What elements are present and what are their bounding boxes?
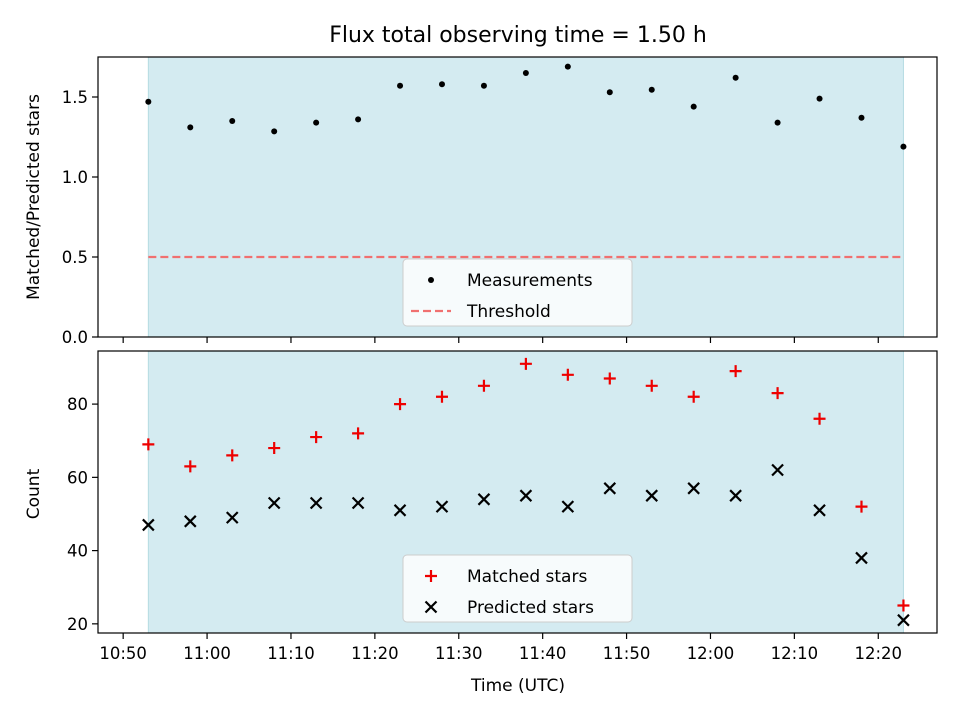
top-legend-measurements-label: Measurements	[467, 271, 593, 291]
bottom-y-tick-label: 80	[67, 395, 88, 414]
top-legend-threshold-label: Threshold	[466, 302, 551, 322]
bottom-predicted-stars-point	[519, 489, 533, 502]
x-tick-label: 11:10	[267, 644, 315, 663]
bottom-predicted-stars-point	[687, 482, 700, 495]
top-measurements-point	[145, 98, 152, 105]
top-measurements-point	[774, 119, 781, 126]
bottom-predicted-stars-point	[184, 515, 197, 528]
x-tick-label: 10:50	[99, 644, 147, 663]
bottom-matched-stars-point	[687, 390, 700, 403]
x-tick-label: 11:40	[519, 644, 567, 663]
bottom-predicted-stars-point	[855, 551, 868, 565]
bottom-legend-matched-stars-label: Matched stars	[467, 567, 587, 587]
top-y-tick-label: 1.5	[62, 88, 88, 107]
top-measurements-point	[397, 82, 404, 89]
bottom-matched-stars-point	[394, 398, 407, 411]
bottom-y-tick-label: 20	[67, 615, 88, 634]
bottom-matched-stars-point	[310, 431, 323, 444]
top-measurements-point	[271, 128, 278, 135]
x-tick-label: 12:00	[687, 644, 735, 663]
bottom-predicted-stars-point	[309, 496, 323, 510]
bottom-matched-stars-point	[519, 357, 532, 370]
top-measurements-point	[606, 89, 613, 96]
bottom-predicted-stars-point	[729, 489, 742, 502]
bottom-predicted-stars-point	[561, 500, 575, 513]
bottom-legend-matched-stars-marker	[425, 570, 437, 582]
top-measurements-point	[355, 116, 362, 123]
top-measurements-point	[816, 95, 823, 102]
top-legend-measurements-marker	[428, 277, 434, 283]
bottom-predicted-stars-point	[477, 493, 491, 506]
x-tick-label: 11:20	[351, 644, 399, 663]
bottom-matched-stars-point	[897, 599, 910, 612]
top-y-tick-label: 0.5	[62, 248, 88, 267]
bottom-predicted-stars-point	[771, 463, 784, 477]
bottom-matched-stars-point	[603, 372, 616, 385]
bottom-matched-stars-point	[771, 387, 784, 400]
bottom-predicted-stars-point	[603, 482, 617, 495]
x-tick-label: 12:10	[771, 644, 819, 663]
top-measurements-point	[858, 114, 865, 121]
top-measurements-point	[690, 103, 697, 110]
bottom-y-tick-label: 60	[67, 468, 88, 487]
bottom-matched-stars-point	[226, 449, 239, 462]
top-measurements-point	[564, 63, 571, 70]
bottom-matched-stars-point	[435, 390, 448, 403]
bottom-panel: 20 40 60 80 10:50 11:00 11:10 11:20 11:30 11:40 11…	[67, 350, 938, 663]
bottom-matched-stars-point	[729, 365, 742, 378]
x-tick-label: 11:50	[603, 644, 651, 663]
top-legend-box	[402, 258, 633, 327]
chart-title: Flux total observing time = 1.50 h	[329, 23, 707, 48]
bottom-legend-predicted-stars-marker	[424, 600, 438, 614]
bottom-predicted-stars-point	[142, 518, 155, 532]
bottom-matched-stars-point	[352, 427, 365, 440]
bottom-legend-predicted-stars-label: Predicted stars	[467, 598, 594, 618]
top-measurements-point	[438, 81, 445, 88]
bottom-y-axis-label: Count	[24, 468, 44, 519]
x-axis-label: Time (UTC)	[470, 676, 565, 696]
bottom-predicted-stars-point	[897, 613, 910, 627]
top-measurements-point	[522, 70, 529, 76]
bottom-predicted-stars-point	[645, 489, 659, 502]
top-measurements-point	[187, 124, 194, 131]
bottom-predicted-stars-point	[435, 500, 449, 513]
bottom-matched-stars-point	[855, 500, 868, 513]
bottom-predicted-stars-point	[267, 496, 281, 510]
bottom-matched-stars-point	[645, 379, 658, 392]
bottom-predicted-stars-point	[351, 496, 365, 510]
top-measurements-point	[732, 74, 739, 81]
bottom-matched-stars-point	[477, 379, 490, 392]
top-measurements-point	[229, 118, 236, 124]
top-y-axis-label: Matched/Predicted stars	[24, 94, 44, 300]
top-measurements-point	[313, 119, 320, 126]
bottom-y-tick-label: 40	[67, 542, 88, 561]
top-measurements-point	[900, 143, 907, 150]
top-measurements-point	[648, 86, 655, 93]
x-tick-label: 11:00	[183, 644, 231, 663]
top-panel: 0.0 0.5 1.0 1.5 Measurements Threshold	[62, 56, 938, 347]
bottom-axes-frame	[97, 350, 938, 634]
bottom-legend-box	[402, 554, 633, 623]
x-tick-label: 12:20	[854, 644, 902, 663]
top-measurements-point	[480, 82, 487, 89]
top-y-tick-label: 0.0	[62, 328, 88, 347]
top-axes-frame	[97, 56, 938, 338]
bottom-predicted-stars-point	[393, 504, 407, 517]
bottom-matched-stars-point	[268, 442, 281, 455]
bottom-matched-stars-point	[561, 368, 574, 381]
bottom-predicted-stars-point	[813, 504, 826, 517]
bottom-matched-stars-point	[813, 412, 826, 425]
plot-layer: 0.0 0.5 1.0 1.5 Measurements Threshold 20 40 60 8…	[62, 56, 938, 663]
bottom-matched-stars-point	[142, 438, 155, 451]
bottom-matched-stars-point	[184, 460, 197, 473]
top-y-tick-label: 1.0	[62, 168, 88, 187]
x-tick-label: 11:30	[435, 644, 483, 663]
bottom-predicted-stars-point	[225, 511, 239, 524]
